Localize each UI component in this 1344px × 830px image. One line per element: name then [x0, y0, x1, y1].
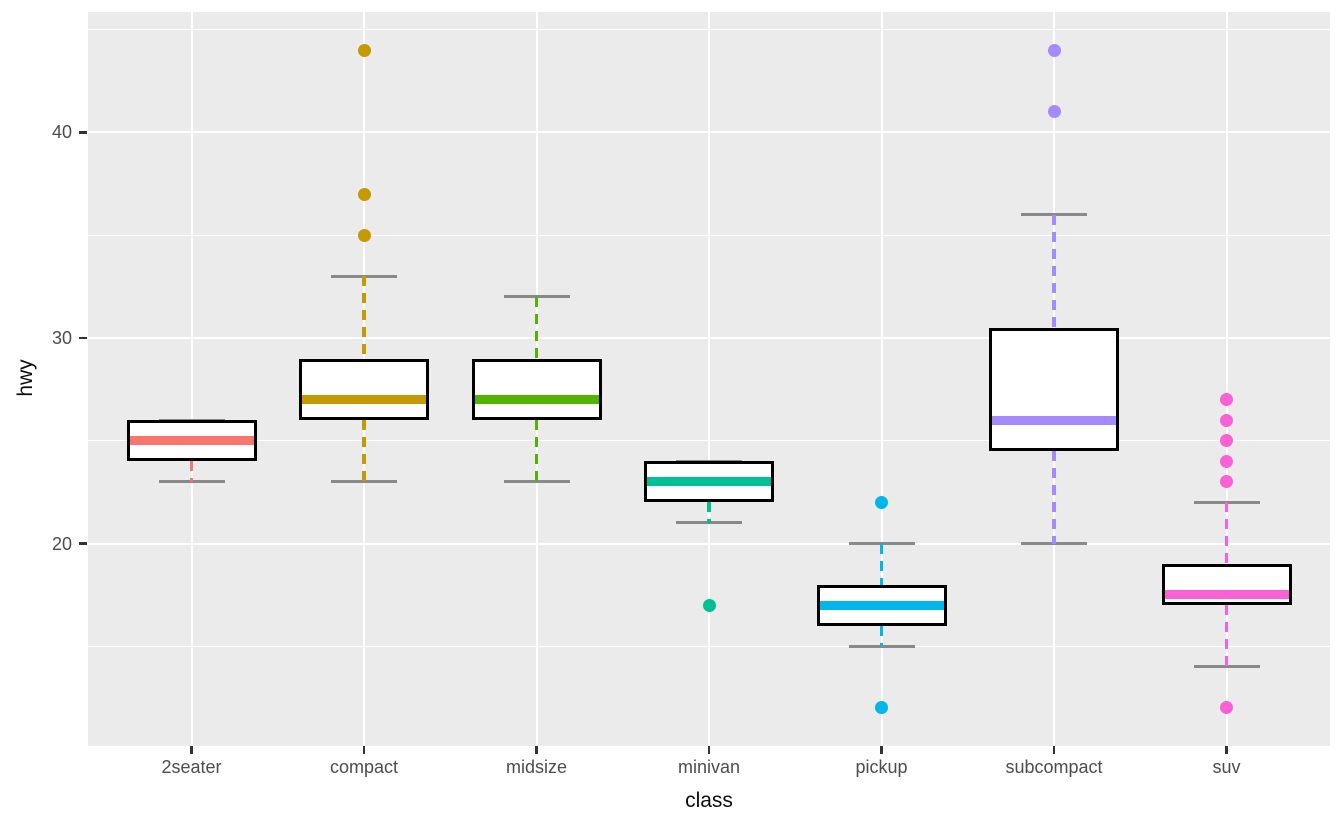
median-line	[992, 415, 1116, 425]
x-tick-mark	[1052, 746, 1056, 754]
x-tick-mark	[707, 746, 711, 754]
upper-whisker	[534, 296, 539, 359]
lower-whisker	[362, 420, 366, 482]
lower-whisker	[1224, 605, 1229, 667]
median-line	[647, 477, 771, 487]
median-line	[819, 600, 944, 610]
whisker-cap-low	[331, 480, 397, 484]
upper-whisker	[362, 276, 366, 359]
x-tick-mark	[880, 746, 883, 754]
boxplot-box-compact	[299, 358, 429, 421]
outlier-point	[1220, 434, 1233, 448]
x-tick-mark	[535, 746, 538, 754]
outlier-point	[357, 187, 371, 201]
median-line	[474, 395, 599, 405]
x-tick-label-midsize: midsize	[505, 757, 567, 777]
upper-whisker	[1224, 502, 1229, 565]
x-major-gridline	[708, 12, 710, 746]
x-tick-mark	[362, 746, 366, 754]
y-tick-mark	[79, 542, 87, 545]
whisker-cap-low	[1193, 665, 1260, 669]
lower-whisker	[707, 502, 711, 523]
outlier-point	[1047, 105, 1061, 119]
upper-whisker	[879, 543, 884, 585]
x-tick-label-minivan: minivan	[677, 757, 741, 777]
outlier-point	[1220, 475, 1233, 489]
y-tick-mark	[79, 131, 87, 134]
y-tick-label: 30	[51, 327, 72, 348]
upper-whisker	[1052, 214, 1056, 328]
x-major-gridline	[1225, 12, 1228, 746]
x-tick-mark	[190, 746, 193, 754]
boxplot-box-midsize	[471, 358, 602, 421]
x-major-gridline	[190, 12, 193, 746]
outlier-point	[1220, 701, 1233, 715]
whisker-cap-low	[848, 644, 915, 648]
outlier-point	[875, 495, 888, 509]
lower-whisker	[189, 461, 194, 482]
boxplot-box-subcompact	[989, 327, 1119, 452]
lower-whisker	[879, 625, 884, 647]
outlier-point	[357, 43, 371, 57]
lower-whisker	[1052, 451, 1056, 544]
lower-whisker	[534, 420, 539, 482]
whisker-cap-low	[503, 480, 570, 484]
x-tick-label-suv: suv	[1212, 757, 1241, 777]
median-line	[302, 395, 426, 405]
median-line	[1164, 590, 1289, 600]
median-line	[129, 436, 254, 446]
whisker-cap-low	[676, 521, 742, 525]
x-tick-label-2seater: 2seater	[161, 757, 222, 777]
whisker-cap-low	[158, 480, 225, 484]
outlier-point	[357, 228, 371, 242]
x-tick-label-pickup: pickup	[855, 757, 908, 777]
plot-panel	[88, 12, 1330, 746]
x-axis-title: class	[685, 789, 733, 812]
x-tick-label-compact: compact	[329, 757, 399, 777]
outlier-point	[1047, 43, 1061, 57]
y-tick-mark	[79, 336, 87, 340]
outlier-point	[875, 701, 888, 715]
whisker-cap-low	[1021, 542, 1087, 546]
outlier-point	[702, 598, 716, 612]
outlier-point	[1220, 393, 1233, 407]
outlier-point	[1220, 454, 1233, 468]
y-axis-title: hwy	[14, 359, 37, 397]
outlier-point	[1220, 413, 1233, 427]
y-tick-label: 20	[51, 533, 72, 554]
x-tick-label-subcompact: subcompact	[1005, 757, 1103, 777]
x-tick-mark	[1225, 746, 1228, 754]
x-major-gridline	[880, 12, 883, 746]
y-tick-label: 40	[51, 122, 72, 143]
